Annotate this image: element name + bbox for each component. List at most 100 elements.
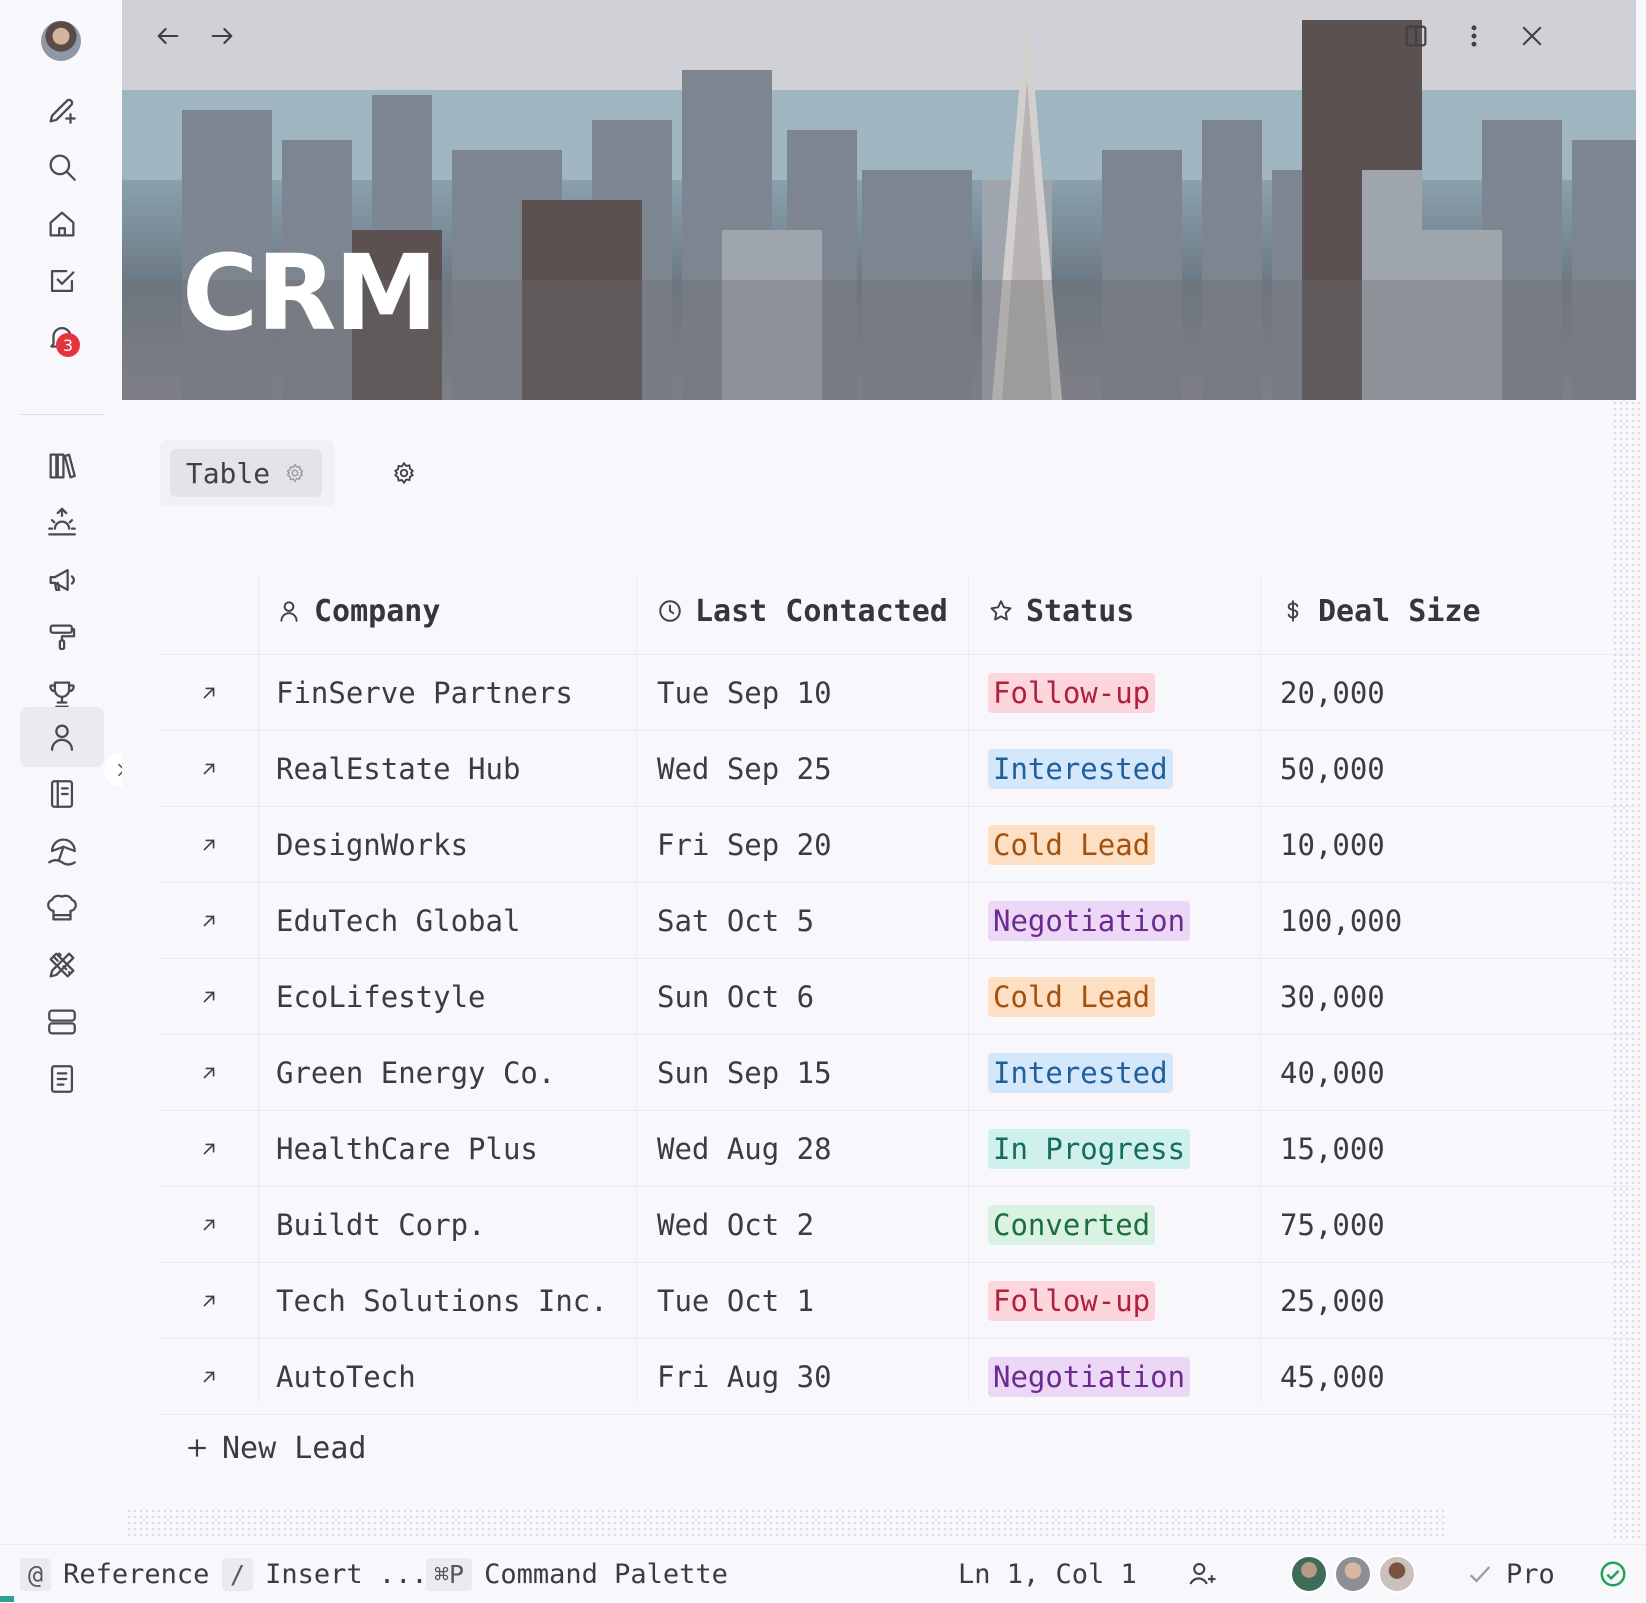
company-cell[interactable]: Green Energy Co. — [276, 1055, 556, 1090]
avatar[interactable] — [1290, 1555, 1328, 1593]
last-contacted-cell[interactable]: Sun Sep 15 — [657, 1055, 832, 1090]
open-row-icon[interactable] — [160, 655, 258, 730]
deal-size-cell[interactable]: 100,000 — [1280, 903, 1403, 938]
view-settings-icon[interactable] — [384, 453, 424, 493]
reference-shortcut[interactable]: @ Reference — [20, 1554, 209, 1594]
deal-size-cell[interactable]: 10,000 — [1280, 827, 1385, 862]
last-contacted-cell[interactable]: Fri Sep 20 — [657, 827, 832, 862]
open-row-icon[interactable] — [160, 807, 258, 882]
status-cell[interactable]: Interested — [988, 731, 1288, 806]
chef-hat-icon[interactable] — [20, 878, 104, 938]
company-cell[interactable]: FinServe Partners — [276, 675, 573, 710]
deal-size-cell[interactable]: 20,000 — [1280, 675, 1385, 710]
company-cell[interactable]: DesignWorks — [276, 827, 469, 862]
company-cell[interactable]: AutoTech — [276, 1359, 416, 1394]
open-row-icon[interactable] — [160, 1263, 258, 1338]
search-icon[interactable] — [20, 137, 104, 197]
last-contacted-cell[interactable]: Wed Sep 25 — [657, 751, 832, 786]
table-row[interactable]: Tech Solutions Inc. Tue Oct 1 Follow-up 25,… — [160, 1263, 1636, 1339]
beach-icon[interactable] — [20, 821, 104, 881]
new-page-icon[interactable] — [20, 80, 104, 140]
last-contacted-cell[interactable]: Wed Aug 28 — [657, 1131, 832, 1166]
open-row-icon[interactable] — [160, 1187, 258, 1262]
last-contacted-cell[interactable]: Tue Sep 10 — [657, 675, 832, 710]
status-cell[interactable]: Negotiation — [988, 883, 1288, 958]
status-badge: Converted — [988, 1204, 1156, 1245]
share-icon[interactable] — [1188, 1554, 1218, 1594]
table-row[interactable]: EduTech Global Sat Oct 5 Negotiation 100,00… — [160, 883, 1636, 959]
home-icon[interactable] — [20, 194, 104, 254]
tab-table[interactable]: Table — [170, 449, 322, 497]
deal-size-cell[interactable]: 40,000 — [1280, 1055, 1385, 1090]
table-row[interactable]: Green Energy Co. Sun Sep 15 Interested 40,0… — [160, 1035, 1636, 1111]
last-contacted-cell[interactable]: Tue Oct 1 — [657, 1283, 815, 1318]
status-cell[interactable]: Converted — [988, 1187, 1288, 1262]
table-row[interactable]: RealEstate Hub Wed Sep 25 Interested 50,000 — [160, 731, 1636, 807]
open-row-icon[interactable] — [160, 1339, 258, 1414]
deal-size-cell[interactable]: 75,000 — [1280, 1207, 1385, 1242]
close-icon[interactable] — [1512, 16, 1552, 56]
company-cell[interactable]: Buildt Corp. — [276, 1207, 486, 1242]
company-cell[interactable]: HealthCare Plus — [276, 1131, 538, 1166]
company-cell[interactable]: RealEstate Hub — [276, 751, 521, 786]
deal-size-cell[interactable]: 50,000 — [1280, 751, 1385, 786]
column-header-deal-size[interactable]: Deal Size — [1280, 568, 1610, 654]
column-header-last-contacted[interactable]: Last Contacted — [657, 568, 987, 654]
open-row-icon[interactable] — [160, 1111, 258, 1186]
megaphone-icon[interactable] — [20, 550, 104, 610]
company-cell[interactable]: EcoLifestyle — [276, 979, 486, 1014]
deal-size-cell[interactable]: 15,000 — [1280, 1131, 1385, 1166]
deal-size-cell[interactable]: 45,000 — [1280, 1359, 1385, 1394]
tab-settings-icon[interactable] — [284, 462, 306, 484]
back-arrow-icon[interactable] — [148, 16, 188, 56]
user-avatar[interactable] — [41, 21, 81, 61]
table-row[interactable]: EcoLifestyle Sun Oct 6 Cold Lead 30,000 — [160, 959, 1636, 1035]
split-view-icon[interactable] — [1396, 16, 1436, 56]
column-header-status[interactable]: Status — [988, 568, 1288, 654]
notebook-icon[interactable] — [20, 764, 104, 824]
open-row-icon[interactable] — [160, 959, 258, 1034]
paint-roller-icon[interactable] — [20, 607, 104, 667]
last-contacted-cell[interactable]: Wed Oct 2 — [657, 1207, 815, 1242]
deal-size-cell[interactable]: 25,000 — [1280, 1283, 1385, 1318]
trophy-icon[interactable] — [20, 664, 104, 724]
deal-size-cell[interactable]: 30,000 — [1280, 979, 1385, 1014]
status-cell[interactable]: Interested — [988, 1035, 1288, 1110]
forward-arrow-icon[interactable] — [202, 16, 242, 56]
status-cell[interactable]: Cold Lead — [988, 959, 1288, 1034]
table-row[interactable]: AutoTech Fri Aug 30 Negotiation 45,000 — [160, 1339, 1636, 1415]
sunrise-icon[interactable] — [20, 493, 104, 553]
person-icon[interactable] — [20, 707, 104, 767]
table-row[interactable]: Buildt Corp. Wed Oct 2 Converted 75,000 — [160, 1187, 1636, 1263]
table-row[interactable]: DesignWorks Fri Sep 20 Cold Lead 10,000 — [160, 807, 1636, 883]
company-cell[interactable]: EduTech Global — [276, 903, 521, 938]
status-cell[interactable]: Negotiation — [988, 1339, 1288, 1414]
status-cell[interactable]: Follow-up — [988, 655, 1288, 730]
command-palette-shortcut[interactable]: ⌘P Command Palette — [426, 1554, 728, 1594]
more-options-icon[interactable] — [1454, 16, 1494, 56]
table-row[interactable]: FinServe Partners Tue Sep 10 Follow-up 20,0… — [160, 655, 1636, 731]
column-header-company[interactable]: Company — [276, 568, 646, 654]
library-icon[interactable] — [20, 436, 104, 496]
last-contacted-cell[interactable]: Fri Aug 30 — [657, 1359, 832, 1394]
last-contacted-cell[interactable]: Sat Oct 5 — [657, 903, 815, 938]
plan-indicator[interactable]: Pro — [1466, 1554, 1555, 1594]
status-cell[interactable]: In Progress — [988, 1111, 1288, 1186]
table-row[interactable]: HealthCare Plus Wed Aug 28 In Progress 15,0… — [160, 1111, 1636, 1187]
server-icon[interactable] — [20, 992, 104, 1052]
status-cell[interactable]: Follow-up — [988, 1263, 1288, 1338]
open-row-icon[interactable] — [160, 883, 258, 958]
open-row-icon[interactable] — [160, 731, 258, 806]
avatar[interactable] — [1378, 1555, 1416, 1593]
company-cell[interactable]: Tech Solutions Inc. — [276, 1283, 608, 1318]
new-lead-button[interactable]: New Lead — [160, 1418, 367, 1478]
document-icon[interactable] — [20, 1049, 104, 1109]
open-row-icon[interactable] — [160, 1035, 258, 1110]
status-cell[interactable]: Cold Lead — [988, 807, 1288, 882]
tasks-icon[interactable] — [20, 251, 104, 311]
avatar[interactable] — [1334, 1555, 1372, 1593]
sync-ok-icon[interactable] — [1598, 1554, 1628, 1594]
last-contacted-cell[interactable]: Sun Oct 6 — [657, 979, 815, 1014]
insert-shortcut[interactable]: / Insert ... — [222, 1554, 428, 1594]
design-tools-icon[interactable] — [20, 935, 104, 995]
